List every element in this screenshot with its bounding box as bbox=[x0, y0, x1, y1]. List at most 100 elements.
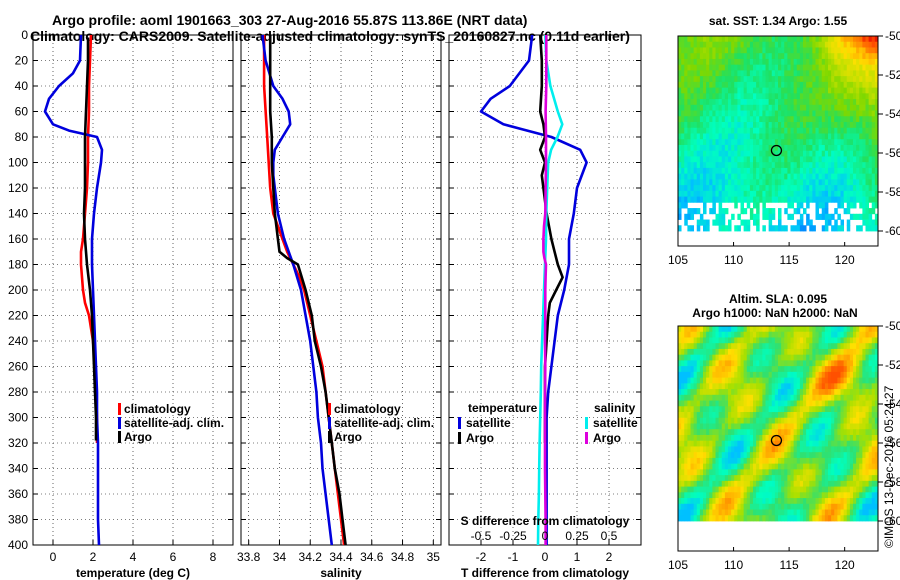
map-cell bbox=[781, 110, 785, 117]
map-cell bbox=[834, 469, 838, 476]
map-cell bbox=[831, 486, 835, 493]
map-cell bbox=[690, 446, 695, 453]
map-cell bbox=[706, 366, 710, 373]
map-cell bbox=[868, 104, 873, 111]
map-cell bbox=[796, 498, 801, 505]
map-cell bbox=[706, 412, 710, 419]
map-cell bbox=[837, 371, 841, 379]
map-cell bbox=[743, 412, 748, 419]
map-cell bbox=[812, 434, 816, 442]
map-cell bbox=[799, 99, 804, 106]
map-cell bbox=[737, 185, 741, 192]
map-cell bbox=[824, 41, 829, 48]
map-cell bbox=[831, 371, 835, 379]
map-cell bbox=[793, 208, 798, 215]
map-cell bbox=[771, 509, 776, 516]
x-tick-label: 34 bbox=[273, 550, 287, 564]
map-cell bbox=[853, 116, 857, 123]
map-cell bbox=[840, 144, 845, 152]
map-cell bbox=[796, 515, 801, 522]
map-cell bbox=[756, 41, 760, 48]
map-cell bbox=[849, 377, 854, 384]
map-cell bbox=[803, 185, 807, 192]
map-cell bbox=[718, 110, 723, 117]
map-cell bbox=[709, 70, 713, 77]
map-cell bbox=[734, 509, 738, 516]
map-cell bbox=[815, 81, 820, 89]
map-cell bbox=[706, 480, 710, 487]
map-cell bbox=[762, 156, 766, 163]
map-cell bbox=[740, 354, 745, 361]
map-cell bbox=[759, 348, 763, 356]
map-cell bbox=[762, 36, 766, 43]
map-cell bbox=[778, 87, 782, 94]
map-cell bbox=[712, 371, 716, 379]
x-tick-label: 34.8 bbox=[391, 550, 415, 564]
map-cell bbox=[709, 179, 713, 186]
map-cell bbox=[868, 93, 873, 100]
map-cell bbox=[812, 116, 816, 123]
map-cell bbox=[681, 162, 685, 169]
map-cell bbox=[837, 104, 841, 111]
map-cell bbox=[774, 343, 779, 350]
map-cell bbox=[815, 93, 820, 100]
map-cell bbox=[699, 515, 704, 522]
map-cell bbox=[737, 326, 741, 333]
map-cell bbox=[837, 213, 841, 220]
map-cell bbox=[793, 360, 798, 367]
map-cell bbox=[853, 343, 857, 350]
map-cell bbox=[815, 429, 820, 436]
map-cell bbox=[853, 58, 857, 66]
map-cell bbox=[821, 348, 826, 356]
map-cell bbox=[834, 76, 838, 83]
map-cell bbox=[749, 331, 754, 338]
map-cell bbox=[840, 53, 845, 60]
map-cell bbox=[853, 196, 857, 203]
map-cell bbox=[803, 150, 807, 157]
map-cell bbox=[799, 354, 804, 361]
map-cell bbox=[862, 417, 866, 424]
map-cell bbox=[690, 377, 695, 384]
map-cell bbox=[821, 412, 826, 419]
map-cell bbox=[843, 173, 848, 180]
map-cell bbox=[762, 492, 766, 499]
map-cell bbox=[696, 360, 701, 367]
map-cell bbox=[846, 417, 851, 424]
map-cell bbox=[865, 87, 870, 94]
map-cell bbox=[831, 47, 835, 54]
map-cell bbox=[693, 469, 698, 476]
map-cell bbox=[806, 348, 810, 356]
map-cell bbox=[759, 190, 763, 197]
map-cell bbox=[784, 337, 788, 344]
map-cell bbox=[874, 58, 879, 66]
map-cell bbox=[728, 389, 732, 396]
map-cell bbox=[731, 394, 735, 401]
map-cell bbox=[706, 53, 710, 60]
map-cell bbox=[790, 515, 795, 522]
map-cell bbox=[784, 383, 788, 390]
map-cell bbox=[859, 354, 863, 361]
map-cell bbox=[837, 144, 841, 152]
map-cell bbox=[690, 122, 695, 129]
map-cell bbox=[790, 475, 795, 482]
map-y-tick-label: -54 bbox=[885, 107, 900, 121]
map-cell bbox=[799, 480, 804, 487]
map-cell bbox=[831, 156, 835, 163]
map-cell bbox=[781, 104, 785, 111]
map-cell bbox=[787, 360, 791, 367]
map-cell bbox=[749, 326, 754, 333]
map-cell bbox=[681, 139, 685, 146]
map-cell bbox=[821, 116, 826, 123]
map-cell bbox=[849, 446, 854, 453]
map-cell bbox=[743, 486, 748, 493]
map-cell bbox=[746, 150, 751, 157]
map-cell bbox=[803, 400, 807, 407]
map-cell bbox=[778, 156, 782, 163]
map-cell bbox=[840, 394, 845, 401]
map-cell bbox=[774, 173, 779, 180]
map-cell bbox=[793, 122, 798, 129]
map-cell bbox=[737, 475, 741, 482]
map-cell bbox=[859, 76, 863, 83]
map-cell bbox=[790, 446, 795, 453]
map-cell bbox=[821, 173, 826, 180]
